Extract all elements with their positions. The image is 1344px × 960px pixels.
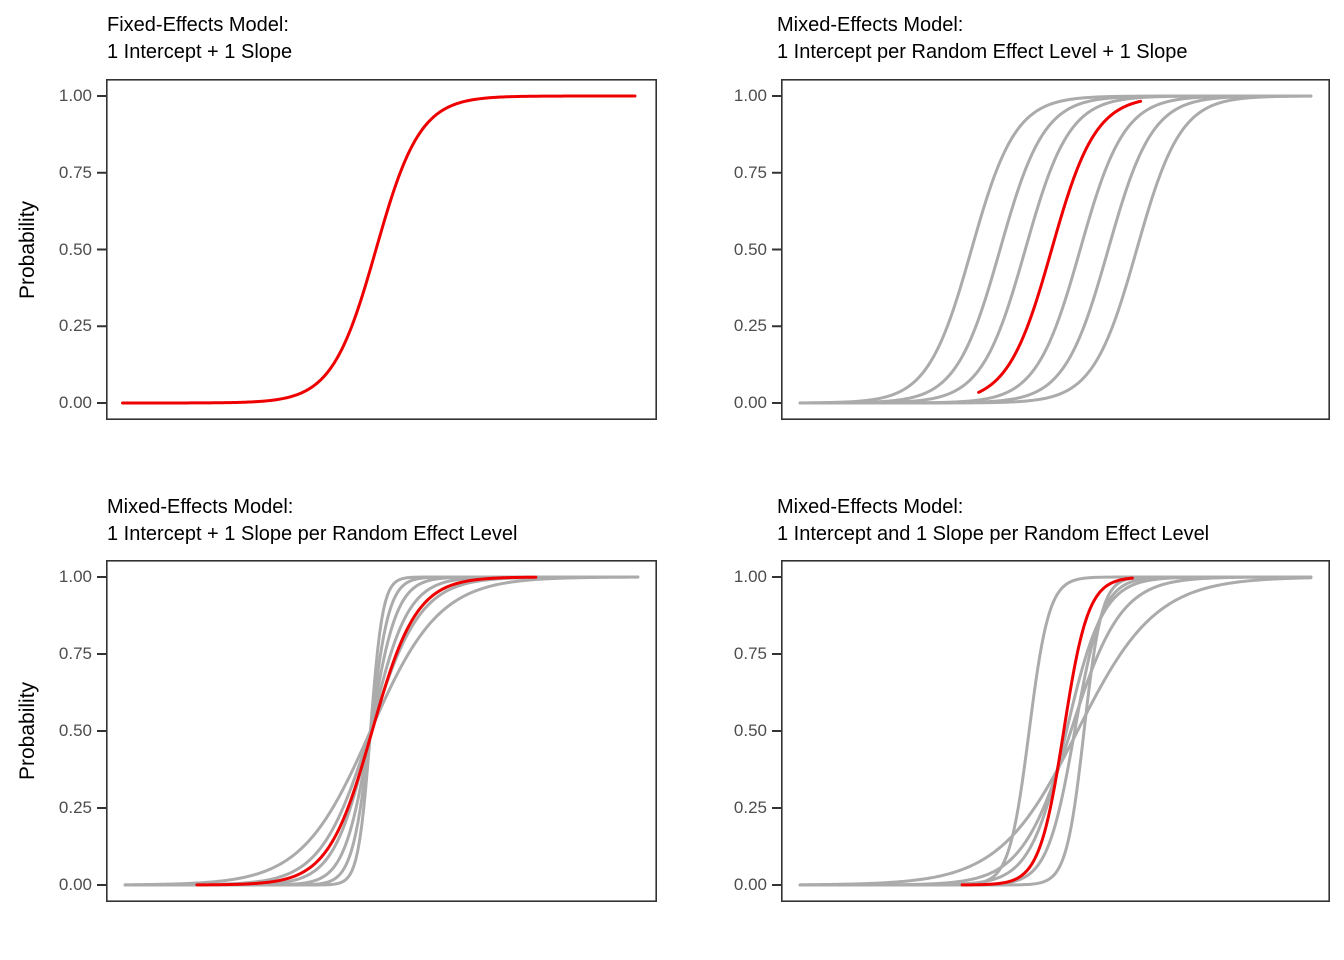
y-axis-tick-label: 1.00 [58, 567, 92, 586]
y-axis-tick-label: 0.00 [58, 875, 92, 894]
panel-title-bottom-right: Mixed-Effects Model: 1 Intercept and 1 S… [777, 494, 1209, 548]
panel-title-top-right: Mixed-Effects Model: 1 Intercept per Ran… [777, 12, 1187, 66]
sigmoid-curve-fixed-effect [977, 99, 1143, 394]
panel-title-line1: Mixed-Effects Model: [777, 496, 964, 518]
sigmoid-curve-random-effect-level [798, 575, 1313, 887]
sigmoid-curve-random-effect-level [798, 94, 1313, 405]
panel-border [106, 79, 658, 420]
panel-title-bottom-left: Mixed-Effects Model: 1 Intercept + 1 Slo… [107, 494, 517, 548]
y-axis-tick-label: 0.00 [733, 875, 767, 894]
sigmoid-curve-fixed-effect [960, 576, 1134, 887]
y-axis-tick-label: 1.00 [733, 86, 767, 105]
plot-panel-top-left [97, 79, 658, 420]
y-axis-tick-label: 0.25 [58, 798, 92, 817]
y-axis-tick-label: 0.75 [733, 644, 767, 663]
panel-title-line2: 1 Intercept + 1 Slope per Random Effect … [107, 523, 518, 545]
panel-title-line2: 1 Intercept per Random Effect Level + 1 … [777, 41, 1188, 63]
sigmoid-curve-random-effect-level [798, 575, 1313, 887]
y-axis-tick-label: 1.00 [733, 567, 767, 586]
sigmoid-curve-random-effect-level [123, 575, 640, 887]
sigmoid-curve-random-effect-level [798, 94, 1313, 405]
y-axis-tick-label: 0.25 [733, 798, 767, 817]
y-axis-tick-label: 0.50 [733, 721, 767, 740]
sigmoid-curve-random-effect-level [798, 576, 1313, 887]
plot-panel-bottom-left [97, 560, 658, 902]
y-axis-tick-label: 0.75 [733, 162, 767, 182]
panel-title-line1: Mixed-Effects Model: [107, 496, 294, 518]
y-axis-tick-label: 0.00 [58, 393, 92, 412]
y-axis-title: Probability [16, 681, 39, 781]
sigmoid-curve-random-effect-level [798, 94, 1313, 405]
panel-title-line1: Fixed-Effects Model: [107, 14, 289, 36]
y-axis-title: Probability [16, 200, 39, 299]
sigmoid-curve-random-effect-level [798, 575, 1313, 887]
panel-border [781, 79, 1331, 420]
sigmoid-curve-random-effect-level [798, 575, 1313, 887]
panel-title-top-left: Fixed-Effects Model: 1 Intercept + 1 Slo… [107, 12, 292, 66]
y-axis-tick-label: 0.75 [58, 644, 92, 663]
y-axis-tick-label: 0.25 [733, 316, 767, 336]
panel-border [781, 560, 1331, 902]
panel-border [106, 560, 658, 902]
y-axis-tick-label: 1.00 [58, 86, 92, 105]
y-axis-tick-label: 0.25 [58, 316, 92, 336]
y-axis-tick-label: 0.50 [58, 721, 92, 740]
sigmoid-curve-random-effect-level [798, 94, 1313, 405]
panel-title-line2: 1 Intercept and 1 Slope per Random Effec… [777, 523, 1210, 545]
panel-title-line1: Mixed-Effects Model: [777, 14, 964, 36]
sigmoid-curve-random-effect-level [798, 94, 1313, 405]
y-axis-tick-label: 0.75 [58, 162, 92, 182]
sigmoid-curve-fixed-effect [195, 575, 538, 887]
y-axis-tick-label: 0.50 [733, 239, 767, 259]
y-axis-tick-label: 0.00 [733, 393, 767, 412]
y-axis-tick-label: 0.50 [58, 239, 92, 259]
sigmoid-curve-random-effect-level [798, 575, 1313, 887]
panel-title-line2: 1 Intercept + 1 Slope [107, 41, 293, 63]
sigmoid-curve-random-effect-level [798, 94, 1313, 405]
plot-panel-top-right [772, 79, 1331, 420]
plot-panel-bottom-right [772, 560, 1331, 902]
sigmoid-curve-fixed-effect [121, 94, 637, 405]
